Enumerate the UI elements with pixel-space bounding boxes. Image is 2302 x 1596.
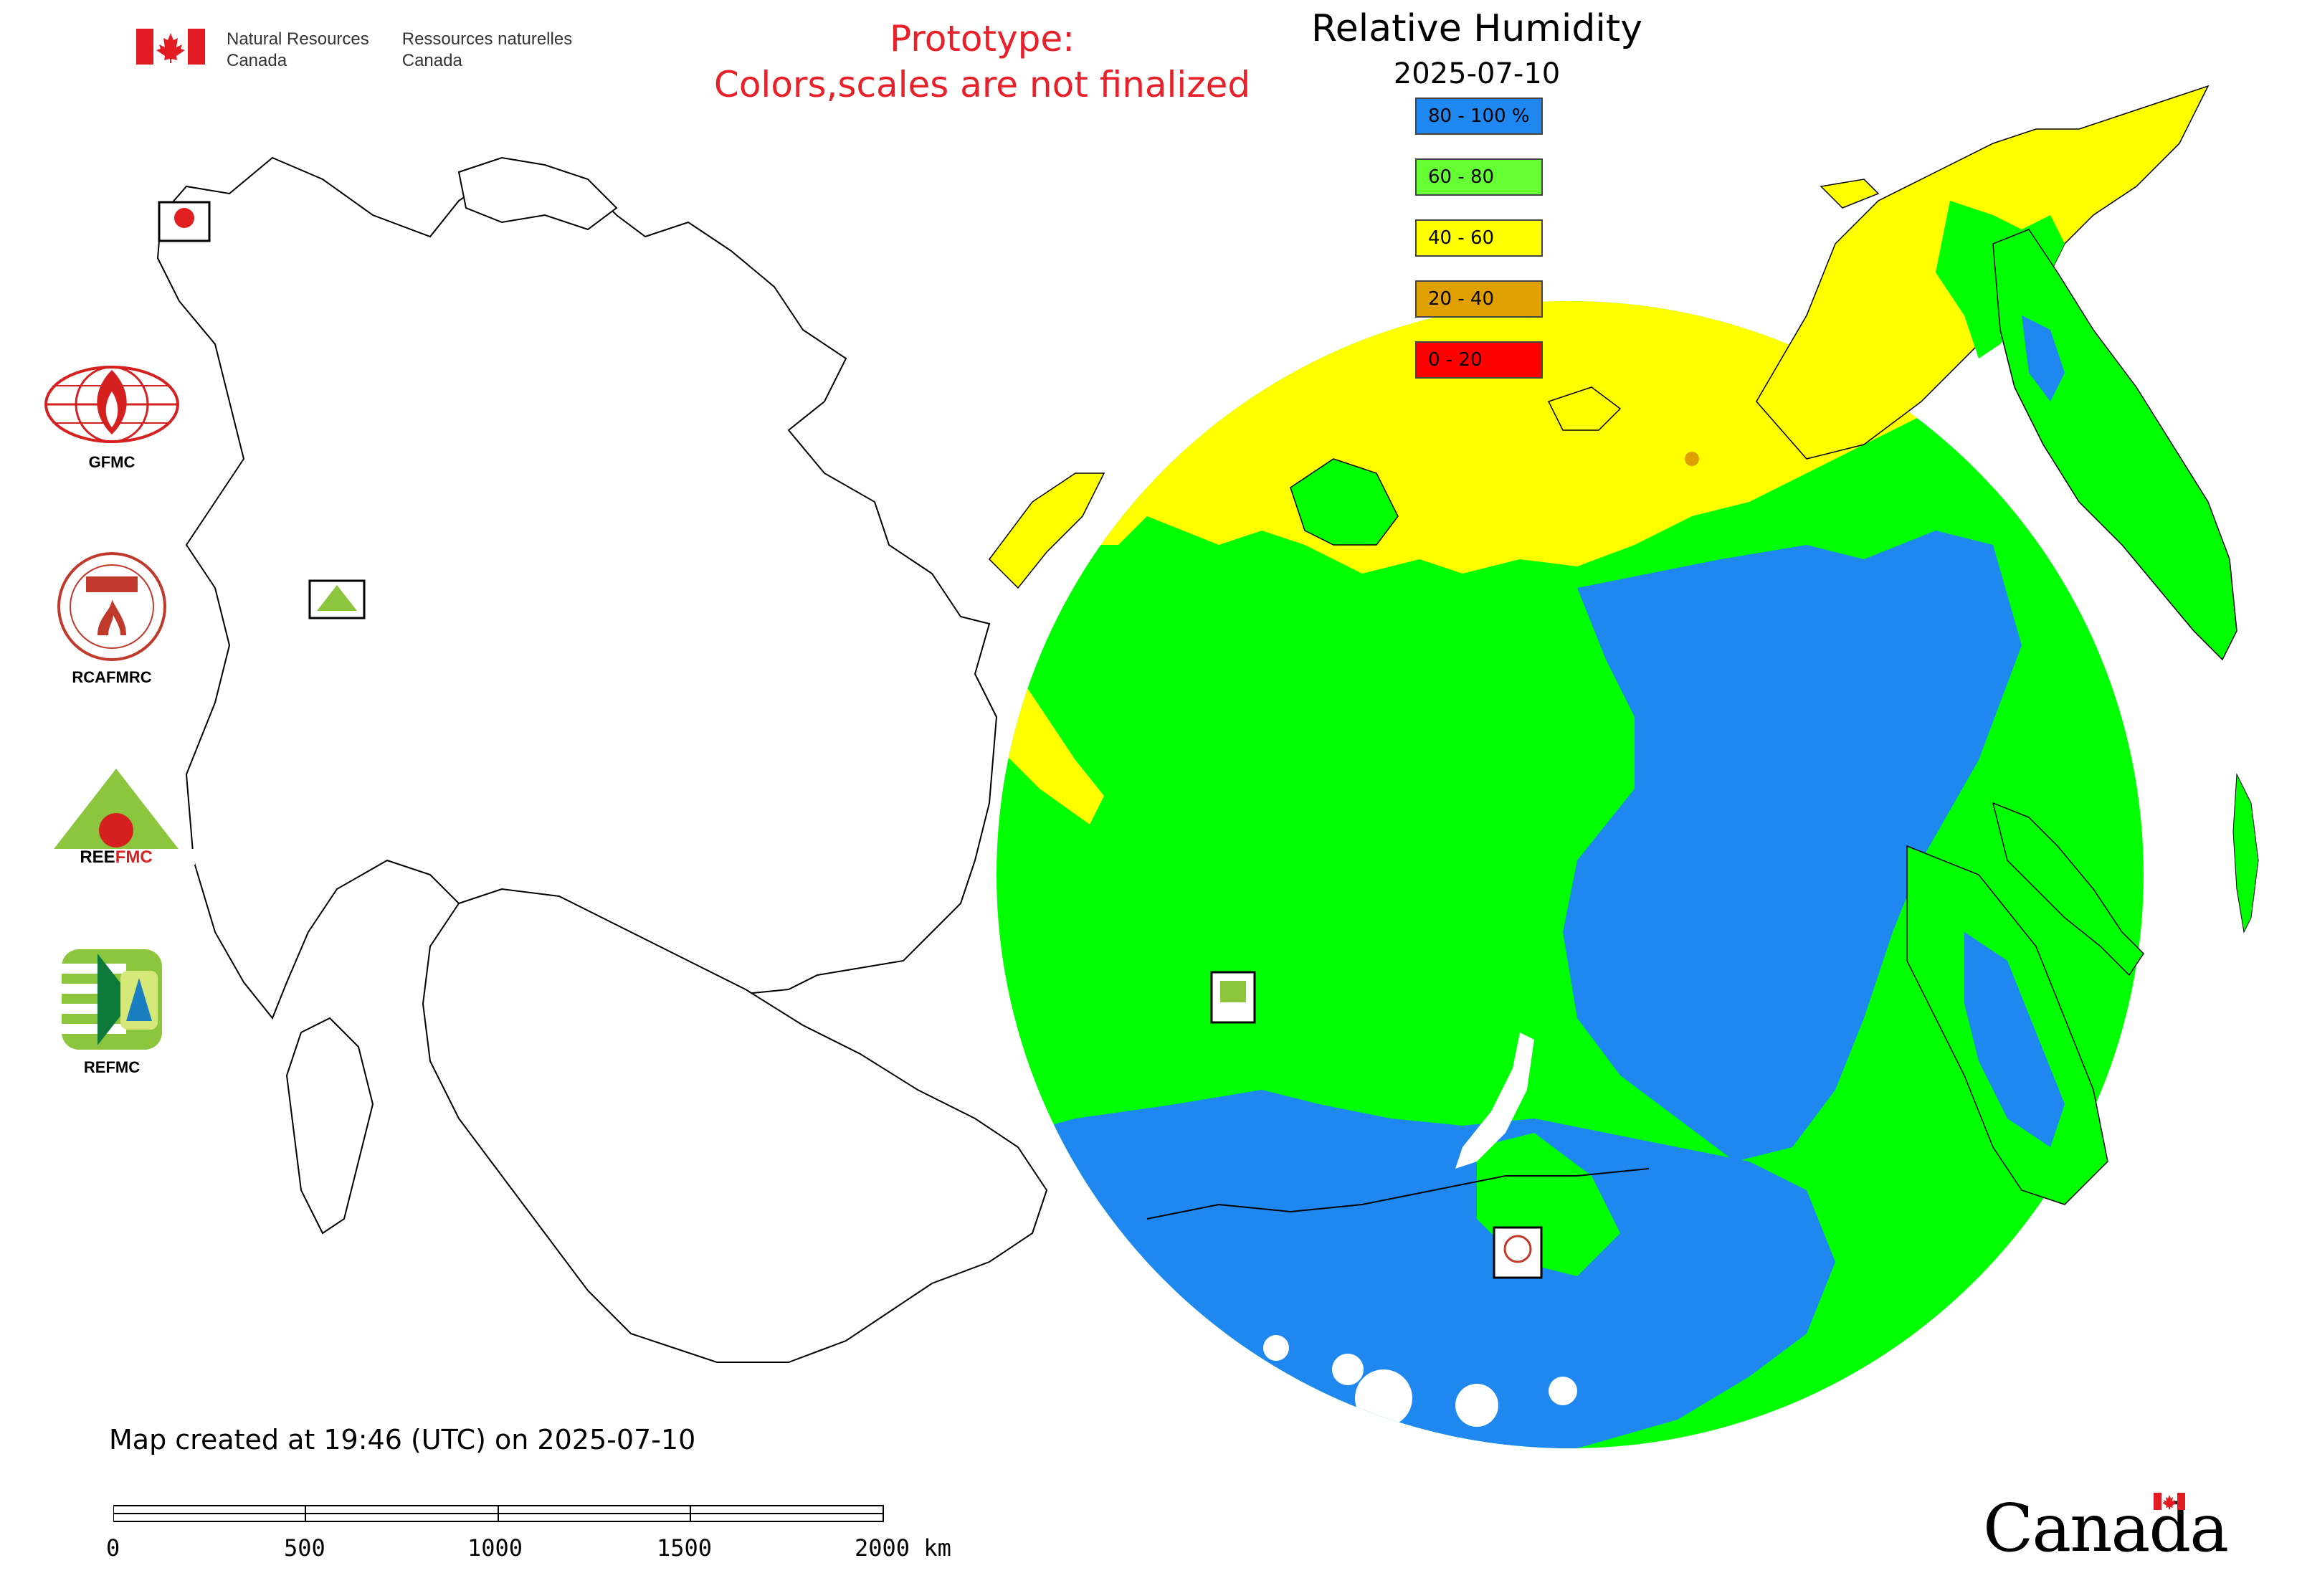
refmc-sigma-icon — [62, 949, 162, 1050]
canada-wordmark: Canada — [1983, 1490, 2229, 1567]
scale-label-500: 500 — [284, 1534, 325, 1562]
far-east-landmass — [1756, 85, 2259, 1205]
nrcan-english-line1: Natural Resources — [227, 29, 369, 49]
outline-central-asia — [422, 888, 1048, 1363]
kurils — [2232, 773, 2259, 934]
nrcan-signature: Natural Resources Canada Ressources natu… — [136, 29, 605, 72]
southern-borders — [1146, 1168, 1650, 1220]
kamchatka-blue — [2022, 315, 2065, 402]
legend: 80 - 100 % 60 - 80 40 - 60 20 - 40 0 - 2… — [1415, 98, 1543, 402]
map-title: Relative Humidity — [1311, 7, 1642, 50]
agency-gfmc: GFMC — [40, 363, 184, 472]
reefmc-triangle-icon: REEFMC — [37, 769, 195, 867]
scale-label-1000: 1000 — [467, 1534, 523, 1562]
humidity-zone-low-spot — [1685, 452, 1699, 466]
canada-flag-icon — [136, 29, 205, 65]
humidity-zone-veryhigh-east — [1563, 531, 2022, 1162]
agency-label-refmc: REFMC — [83, 1058, 141, 1076]
agency-rcafmrc: RCAFMRC — [54, 549, 169, 687]
agency-label-rcafmrc: RCAFMRC — [72, 668, 152, 686]
canada-wordmark-flag-icon — [2154, 1493, 2185, 1510]
legend-item-80-100: 80 - 100 % — [1415, 98, 1543, 135]
humidity-raster — [997, 301, 2144, 1448]
nrcan-english-line2: Canada — [227, 51, 287, 70]
scale-label-2000: 2000 km — [855, 1534, 951, 1562]
arctic-islands — [989, 179, 1880, 589]
gfmc-globe-flame-icon — [44, 366, 179, 443]
legend-item-60-80: 60 - 80 — [1415, 158, 1543, 196]
prototype-line2: Colors,scales are not finalized — [713, 64, 1251, 105]
novaya-zemlya — [989, 472, 1105, 589]
agency-refmc: REFMC — [54, 946, 169, 1077]
agency-label-gfmc: GFMC — [88, 453, 135, 471]
sakhalin — [1992, 802, 2144, 977]
legend-item-40-60: 40 - 60 — [1415, 219, 1543, 257]
legend-item-0-20: 0 - 20 — [1415, 341, 1543, 379]
scale-label-0: 0 — [106, 1534, 120, 1562]
scale-label-1500: 1500 — [657, 1534, 713, 1562]
severnaya-zemlya — [1290, 458, 1399, 546]
legend-item-20-40: 20 - 40 — [1415, 280, 1543, 318]
lake-baikal — [1455, 1032, 1534, 1169]
new-siberian-islands — [1547, 386, 1622, 431]
outline-caspian — [285, 1017, 374, 1235]
nrcan-french: Ressources naturelles Canada — [402, 29, 572, 72]
wrangel-island — [1820, 179, 1880, 209]
map-station-markers — [158, 201, 1543, 1279]
primorye-blue — [1964, 932, 2065, 1147]
country-outlines-west — [156, 156, 1048, 1363]
svg-text:REEFMC: REEFMC — [80, 847, 152, 867]
outline-kola — [457, 156, 618, 231]
agency-reefmc: REEFMC — [37, 764, 195, 876]
nrcan-french-line1: Ressources naturelles — [401, 29, 573, 49]
map-date: 2025-07-10 — [1393, 57, 1561, 90]
prototype-line1: Prototype: — [889, 18, 1075, 60]
nrcan-english: Natural Resources Canada — [227, 29, 369, 72]
scale-bar — [113, 1505, 884, 1522]
map-created-timestamp: Map created at 19:46 (UTC) on 2025-07-10 — [109, 1424, 696, 1455]
kamchatka — [1992, 229, 2237, 661]
nrcan-french-line2: Canada — [401, 51, 462, 70]
rcafmrc-seal-icon — [57, 552, 166, 661]
prototype-notice: Prototype: Colors,scales are not finaliz… — [667, 16, 1298, 108]
outline-scandinavia-russia-west — [156, 156, 998, 1020]
